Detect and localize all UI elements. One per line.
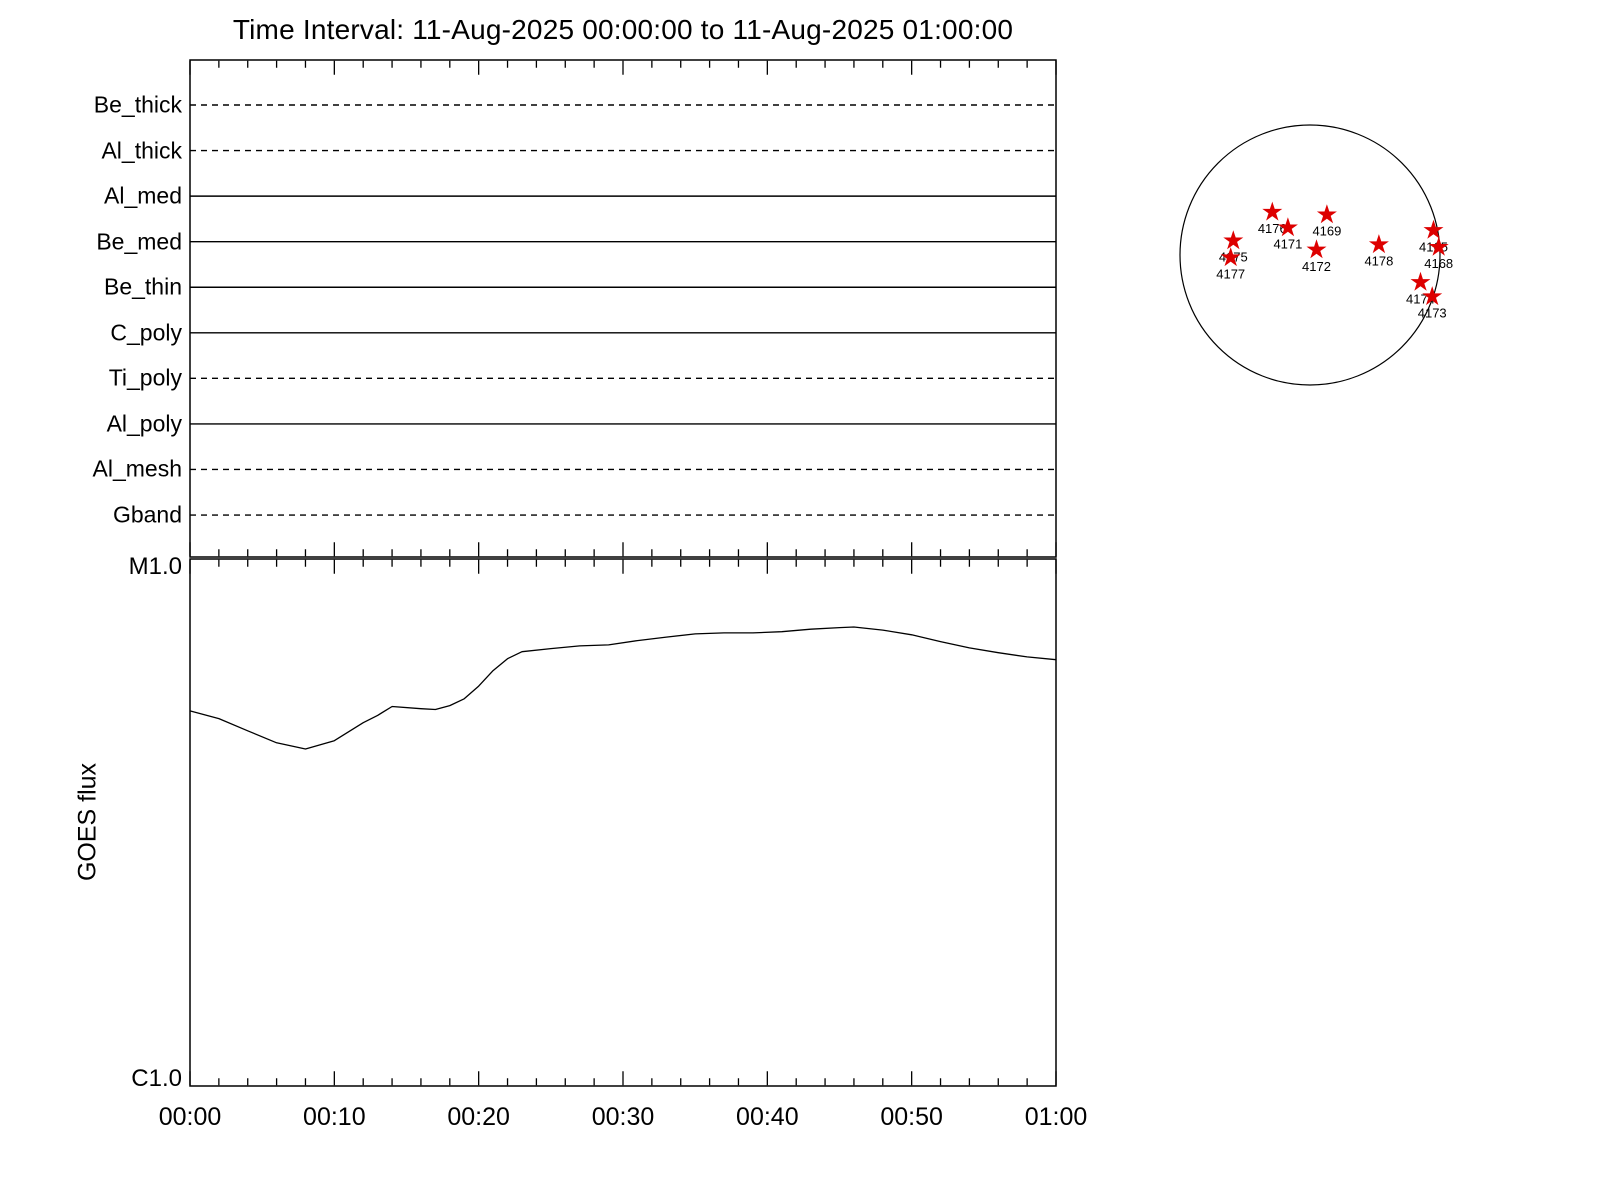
active-region-label-4178: 4178 bbox=[1364, 254, 1393, 269]
active-region-label-4177: 4177 bbox=[1216, 267, 1245, 282]
goes-y-axis-title: GOES flux bbox=[73, 762, 102, 882]
x-tick-label-0100: 01:00 bbox=[1024, 1103, 1088, 1131]
x-tick-label-0020: 00:20 bbox=[447, 1103, 510, 1131]
filter-label-Be_thin: Be_thin bbox=[103, 273, 182, 300]
active-region-star-4177 bbox=[1220, 247, 1241, 267]
y-tick-label-c1: C1.0 bbox=[131, 1065, 182, 1092]
active-region-star-4172 bbox=[1306, 239, 1327, 259]
active-region-star-4168 bbox=[1428, 236, 1449, 256]
filter-label-Gband: Gband bbox=[112, 501, 182, 528]
active-region-star-4169 bbox=[1316, 204, 1337, 224]
filters-panel-frame bbox=[189, 59, 1057, 558]
x-tick-label-0030: 00:30 bbox=[591, 1103, 655, 1131]
x-tick-label-0050: 00:50 bbox=[880, 1103, 943, 1131]
active-region-star-4178 bbox=[1368, 234, 1389, 254]
active-region-label-4171: 4171 bbox=[1273, 237, 1302, 252]
filter-label-C_poly: C_poly bbox=[110, 319, 182, 346]
goes-flux-curve bbox=[189, 626, 1057, 750]
active-region-star-4173 bbox=[1422, 286, 1443, 306]
filter-label-Al_mesh: Al_mesh bbox=[92, 455, 182, 482]
solar-disk-limb bbox=[1179, 124, 1441, 386]
x-tick-label-0010: 00:10 bbox=[303, 1103, 366, 1131]
filter-label-Be_thick: Be_thick bbox=[93, 91, 182, 118]
x-tick-marks bbox=[189, 60, 1057, 1086]
chart-title: Time Interval: 11-Aug-2025 00:00:00 to 1… bbox=[232, 14, 1014, 45]
x-tick-label-0040: 00:40 bbox=[736, 1103, 799, 1131]
active-region-label-4169: 4169 bbox=[1312, 224, 1341, 239]
active-region-label-4172: 4172 bbox=[1302, 259, 1331, 274]
active-region-star-4171 bbox=[1277, 217, 1298, 237]
active-region-star-4176 bbox=[1262, 201, 1283, 221]
active-region-star-4175 bbox=[1223, 230, 1244, 250]
filter-label-Al_med: Al_med bbox=[104, 182, 182, 209]
goes-panel-frame bbox=[189, 558, 1057, 1087]
active-region-label-4173: 4173 bbox=[1418, 306, 1447, 321]
active-region-star-4165 bbox=[1423, 219, 1444, 239]
x-tick-label-0000: 00:00 bbox=[158, 1103, 222, 1131]
filter-label-Al_poly: Al_poly bbox=[106, 410, 182, 437]
active-region-label-4176: 4176 bbox=[1258, 221, 1287, 236]
filter-label-Ti_poly: Ti_poly bbox=[108, 364, 182, 391]
filter-label-Be_med: Be_med bbox=[96, 228, 182, 255]
active-region-star-4174 bbox=[1410, 271, 1431, 291]
active-region-label-4168: 4168 bbox=[1424, 256, 1453, 271]
y-tick-label-m1: M1.0 bbox=[128, 553, 182, 580]
filter-label-Al_thick: Al_thick bbox=[101, 137, 182, 164]
